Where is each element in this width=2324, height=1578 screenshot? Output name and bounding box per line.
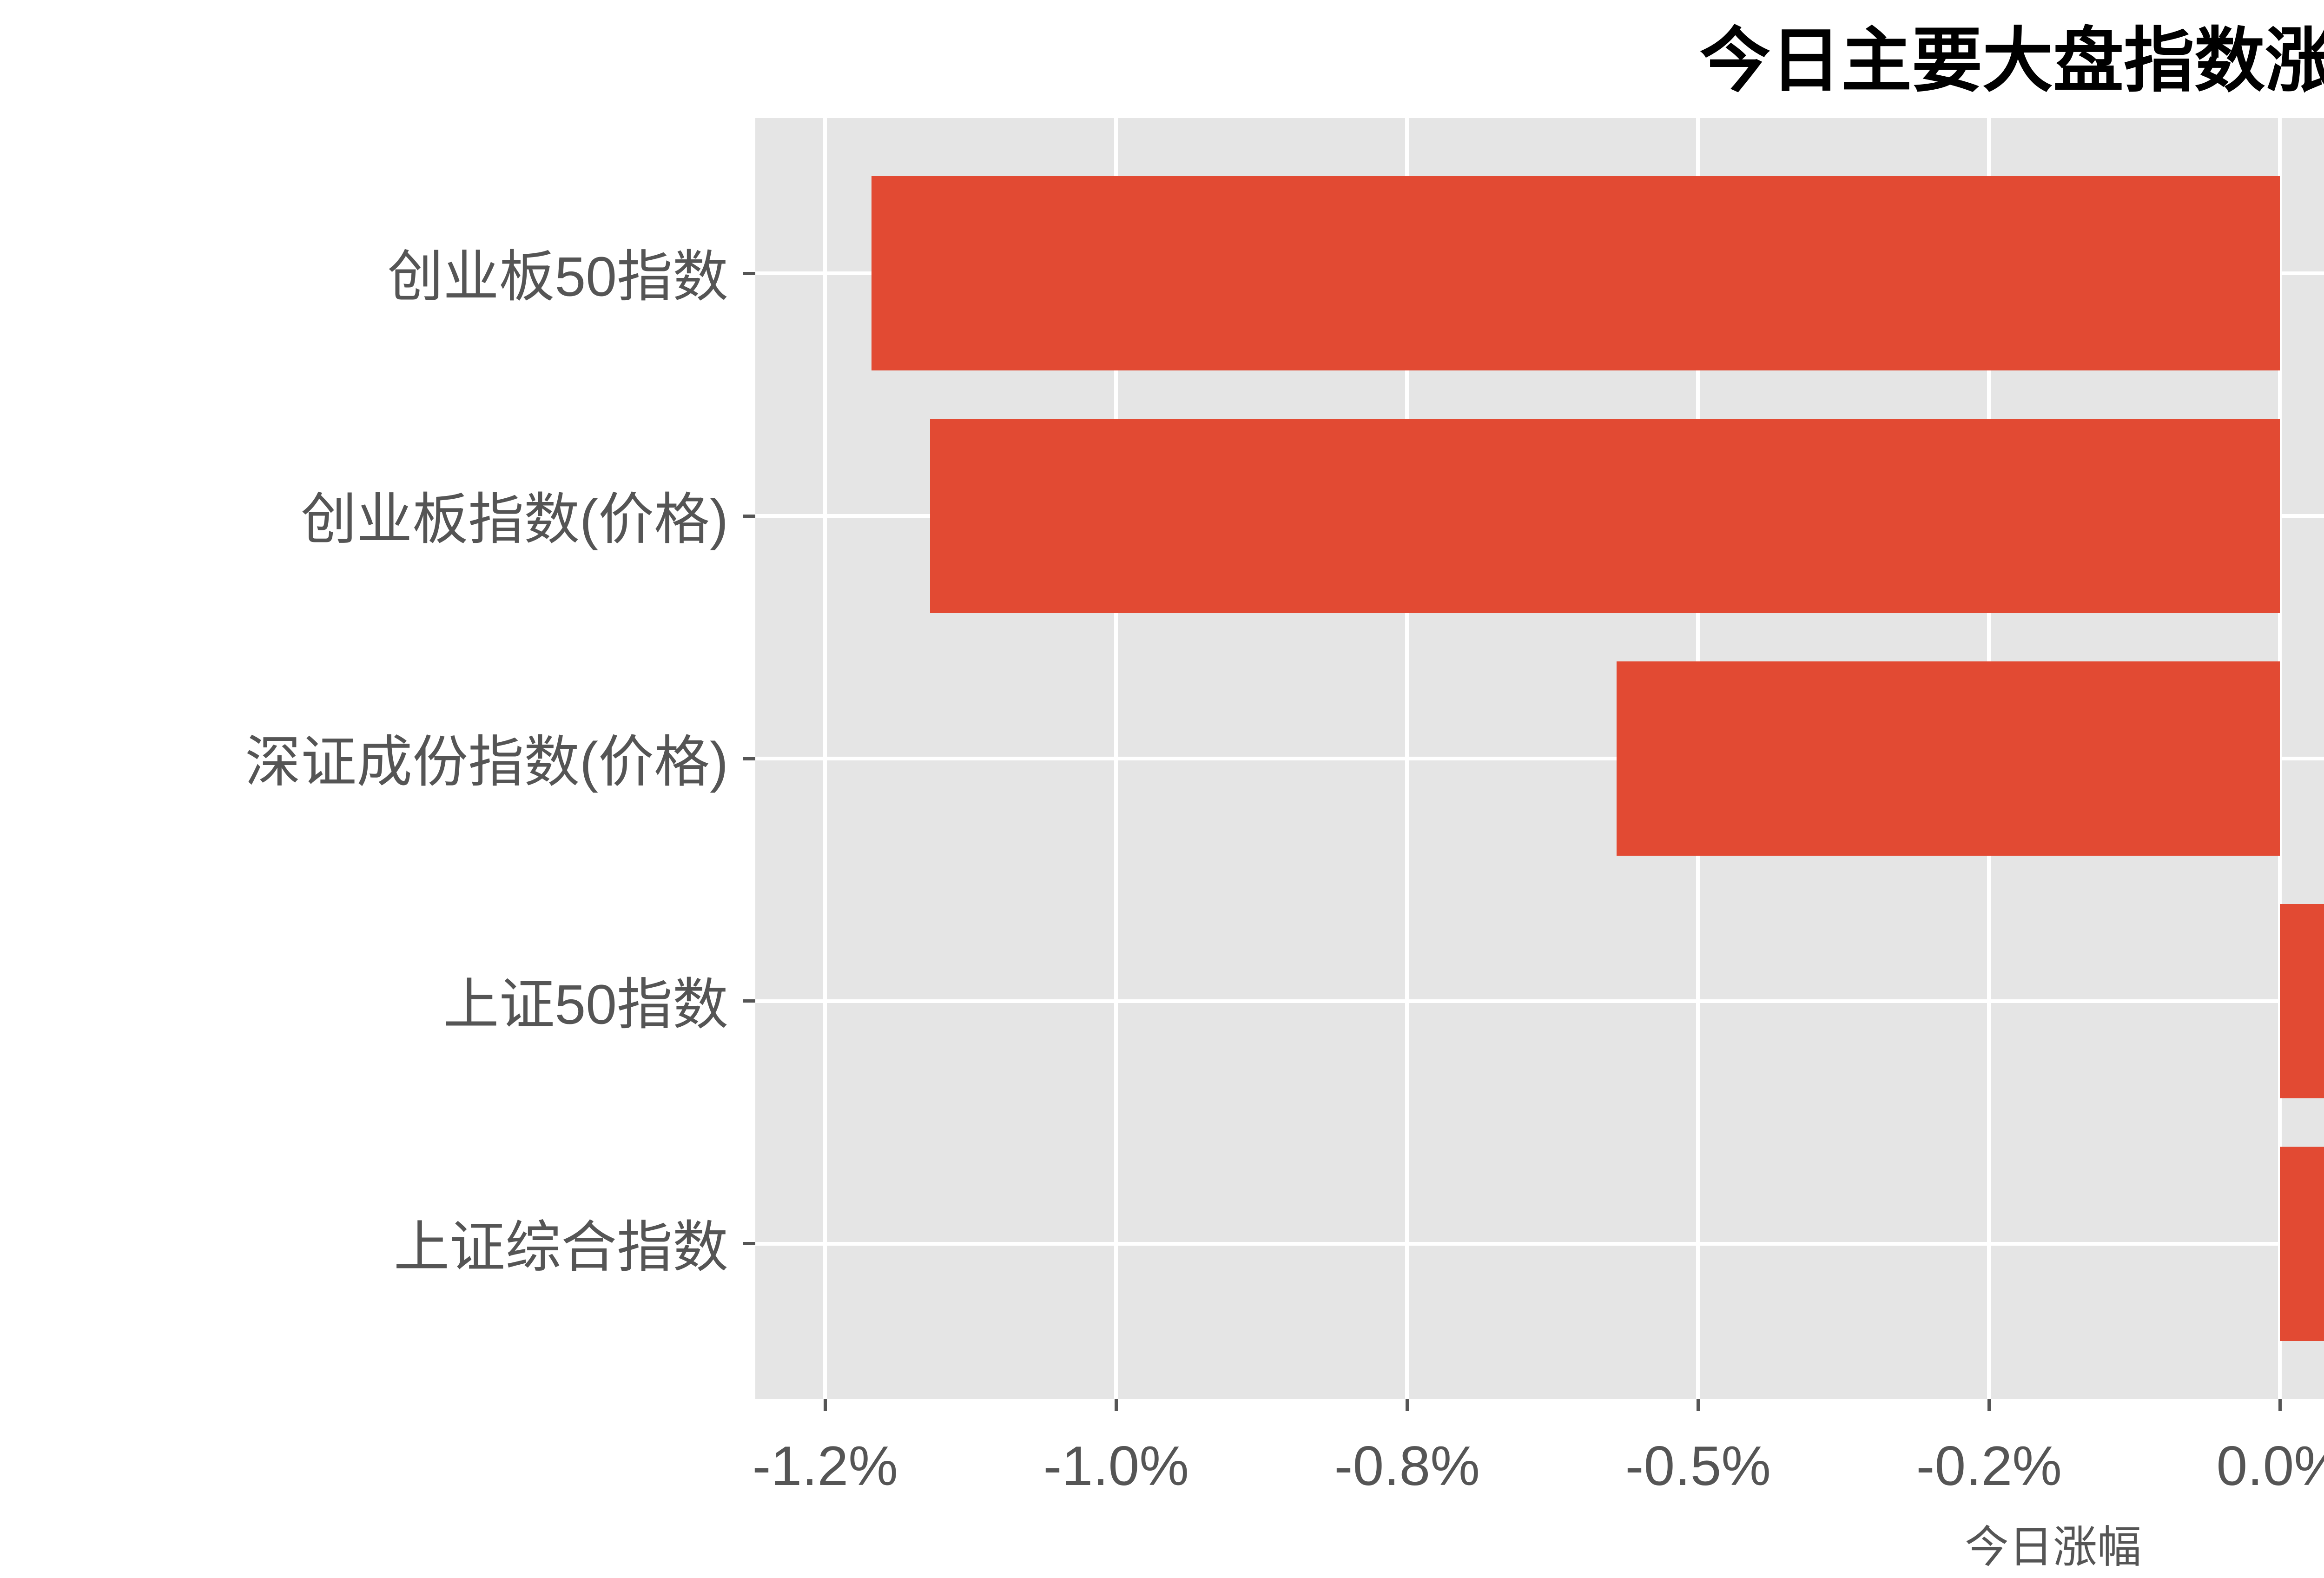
x-tick-label: 0.0% xyxy=(2216,1435,2324,1497)
y-axis-label: 创业板指数(价格) xyxy=(301,488,728,551)
chart-title: 今日主要大盘指数涨幅 xyxy=(1700,21,2324,100)
x-axis-title: 今日涨幅 xyxy=(1964,1523,2142,1572)
y-gridline xyxy=(755,999,2324,1003)
y-tick xyxy=(743,757,755,760)
bar xyxy=(1616,661,2280,856)
y-gridline xyxy=(755,1241,2324,1246)
bar xyxy=(2280,904,2324,1098)
x-tick-label: -0.2% xyxy=(1916,1435,2062,1497)
x-tick-label: -0.8% xyxy=(1334,1435,1480,1497)
y-tick xyxy=(743,271,755,275)
x-tick-label: -0.5% xyxy=(1625,1435,1771,1497)
x-tick xyxy=(1987,1399,1991,1411)
x-tick-label: -1.0% xyxy=(1043,1435,1189,1497)
bar xyxy=(930,419,2280,613)
x-tick xyxy=(1696,1399,1700,1411)
y-axis-label: 创业板50指数 xyxy=(387,245,728,308)
y-tick xyxy=(743,1242,755,1246)
x-tick-label: -1.2% xyxy=(752,1435,898,1497)
y-tick xyxy=(743,514,755,518)
x-tick xyxy=(823,1399,827,1411)
y-axis-label: 上证综合指数 xyxy=(394,1216,728,1279)
x-tick xyxy=(1114,1399,1118,1411)
y-axis-label: 深证成份指数(价格) xyxy=(245,731,728,793)
y-axis-label: 上证50指数 xyxy=(443,973,728,1036)
x-tick xyxy=(2278,1399,2282,1411)
x-tick xyxy=(1405,1399,1409,1411)
bar xyxy=(2280,1147,2324,1341)
bar xyxy=(872,176,2280,370)
y-tick xyxy=(743,999,755,1003)
y-gridline xyxy=(755,757,2324,760)
